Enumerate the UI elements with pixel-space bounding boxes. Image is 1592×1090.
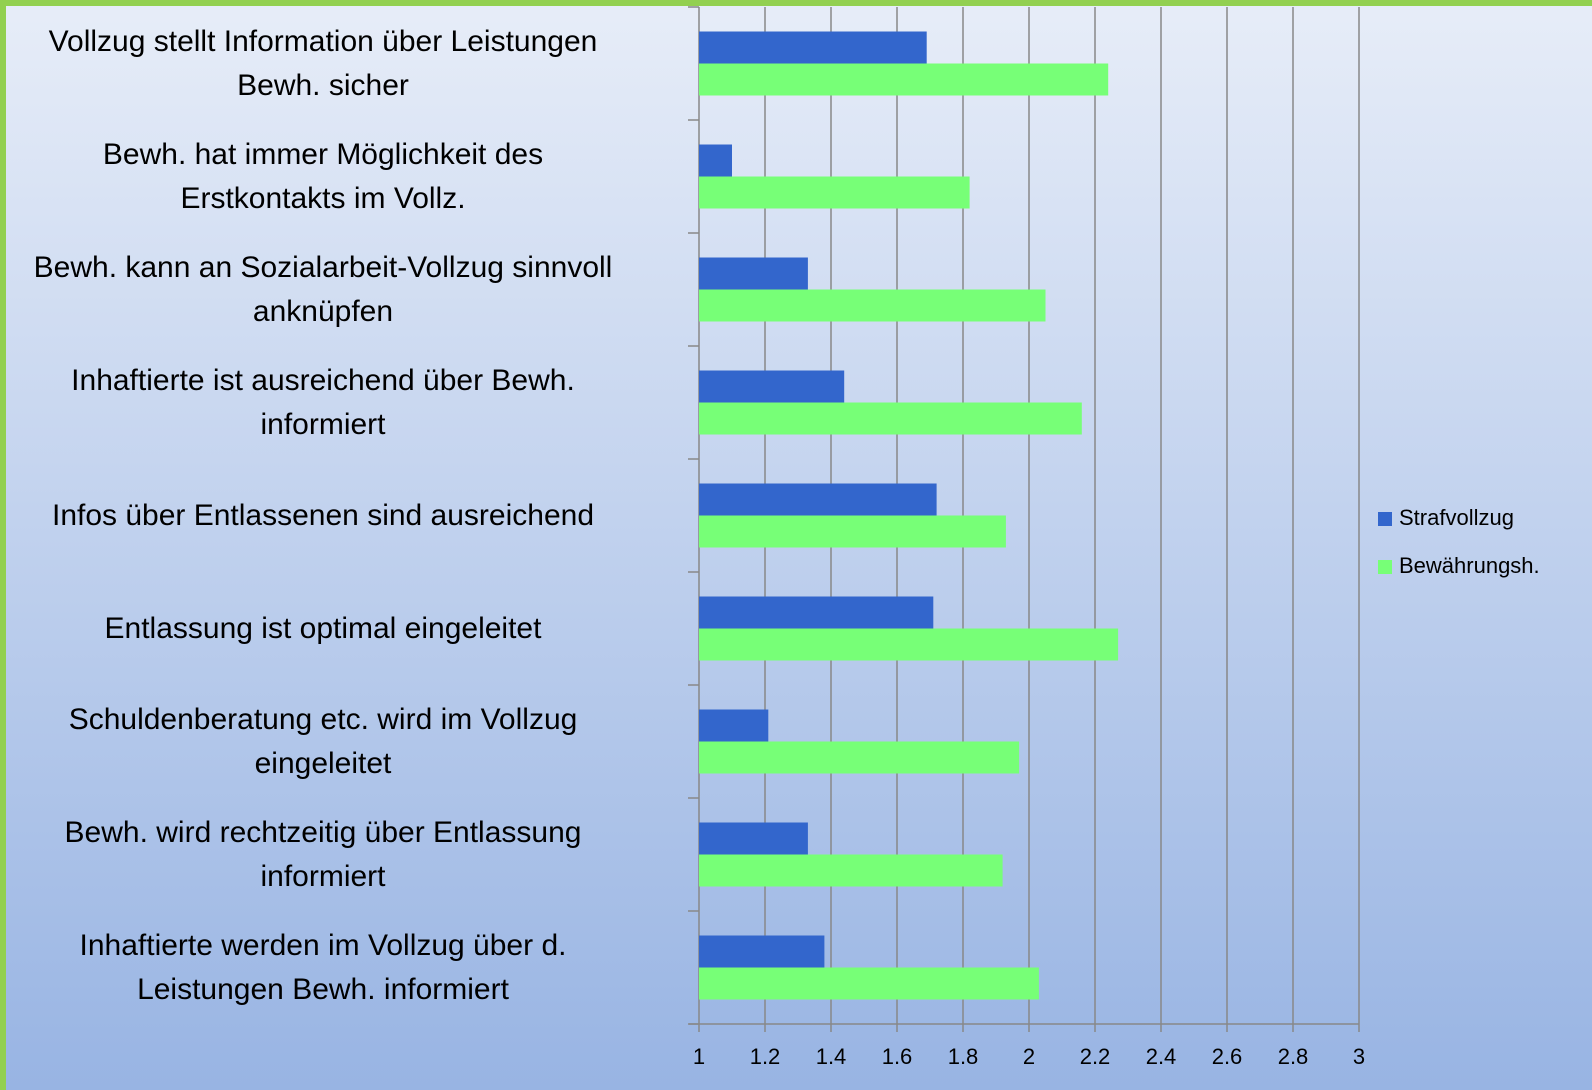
bar xyxy=(699,628,1119,661)
legend-label: Strafvollzug xyxy=(1399,505,1514,530)
category-label: Vollzug stellt Information über Leistung… xyxy=(48,24,598,102)
x-tick-label: 1.4 xyxy=(816,1044,847,1069)
x-tick-label: 1.8 xyxy=(948,1044,979,1069)
bar xyxy=(699,483,937,516)
bar xyxy=(699,741,1020,774)
bar xyxy=(699,967,1039,1000)
category-label: Entlassung ist optimal eingeleitet xyxy=(104,611,542,645)
category-label: Schuldenberatung etc. wird im Vollzug ei… xyxy=(68,702,578,780)
category-label: Infos über Entlassenen sind ausreichend xyxy=(51,498,595,532)
category-label: Inhaftierte werden im Vollzug über d. Le… xyxy=(79,928,567,1006)
bar xyxy=(699,31,927,64)
bar xyxy=(699,935,825,968)
bar xyxy=(699,257,808,290)
x-tick-label: 2.2 xyxy=(1080,1044,1111,1069)
bar xyxy=(699,822,808,855)
bar xyxy=(699,176,970,209)
x-tick-label: 2.4 xyxy=(1146,1044,1177,1069)
category-label: Inhaftierte ist ausreichend über Bewh. i… xyxy=(71,363,575,441)
bar xyxy=(699,515,1006,548)
category-label: Bewh. wird rechtzeitig über Entlassung i… xyxy=(64,815,582,893)
legend-swatch xyxy=(1378,560,1392,574)
x-tick-label: 2.8 xyxy=(1278,1044,1309,1069)
bar xyxy=(699,370,845,403)
x-tick-label: 2 xyxy=(1023,1044,1035,1069)
x-tick-label: 2.6 xyxy=(1212,1044,1243,1069)
legend-swatch xyxy=(1378,512,1392,526)
x-tick-label: 1.6 xyxy=(882,1044,913,1069)
category-label: Bewh. hat immer Möglichkeit des Erstkont… xyxy=(102,137,544,215)
x-tick-label: 3 xyxy=(1353,1044,1365,1069)
x-tick-label: 1.2 xyxy=(750,1044,781,1069)
bar xyxy=(699,144,732,177)
bar xyxy=(699,63,1109,96)
category-label: Bewh. kann an Sozialarbeit-Vollzug sinnv… xyxy=(33,250,613,328)
legend-label: Bewährungsh. xyxy=(1399,553,1540,578)
bar xyxy=(699,709,769,742)
bar xyxy=(699,289,1046,322)
x-tick-label: 1 xyxy=(693,1044,705,1069)
bar xyxy=(699,854,1003,887)
bar xyxy=(699,596,934,629)
bar xyxy=(699,402,1082,435)
